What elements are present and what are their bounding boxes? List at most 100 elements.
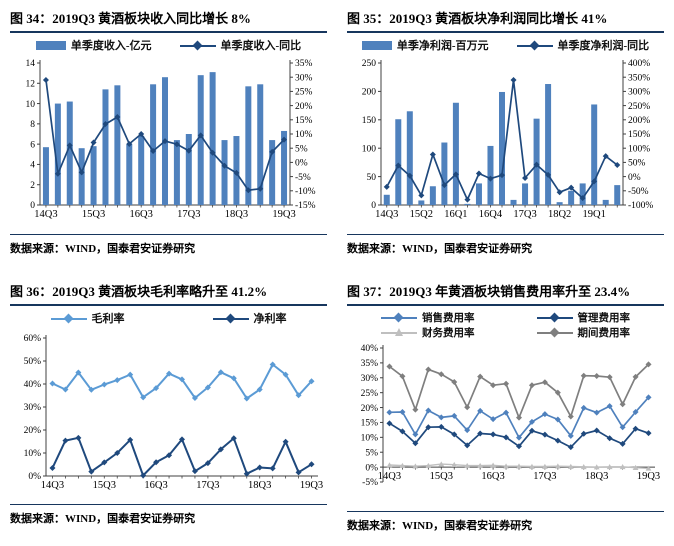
- fig37-source-rule: [347, 511, 664, 512]
- svg-text:10: 10: [26, 100, 36, 110]
- svg-text:16Q3: 16Q3: [130, 209, 153, 220]
- legend-label: 管理费用率: [577, 313, 631, 324]
- fig34-title-rule: [10, 31, 327, 33]
- line-swatch-icon: [536, 312, 573, 323]
- svg-text:30%: 30%: [361, 374, 379, 384]
- svg-text:0%: 0%: [365, 463, 378, 473]
- legend-item-fig37-3: 期间费用率: [536, 325, 630, 340]
- fig36-axes: 60% 50% 40% 30% 20% 10% 0%14Q3 15Q3 16Q3 17Q3 18Q3…: [24, 334, 324, 491]
- svg-text:16Q3: 16Q3: [481, 471, 504, 482]
- svg-text:100: 100: [362, 144, 377, 154]
- svg-text:12: 12: [26, 79, 36, 89]
- svg-text:150: 150: [362, 116, 377, 126]
- legend-label: 单季净利润-百万元: [396, 40, 489, 52]
- diamond-marker-icon: [225, 313, 235, 323]
- line-swatch-icon: [381, 328, 417, 337]
- svg-text:19Q1: 19Q1: [583, 209, 606, 220]
- diamond-marker-icon: [549, 312, 559, 323]
- diamond-marker-icon: [549, 327, 559, 338]
- fig35-line-0: [383, 77, 621, 203]
- fig37-title: 图 37：2019Q3 年黄酒板块销售费用率升至 23.4%: [347, 284, 631, 299]
- fig36-line-0: [49, 361, 315, 402]
- legend-label: 单季度收入-亿元: [70, 40, 152, 52]
- fig36-title: 图 36：2019Q3 黄酒板块毛利率略升至 41.2%: [10, 284, 268, 299]
- fig35-chart-svg: 250 200 150 100 50 0 400% 350% 300% 250% 200% 150% 1…: [362, 59, 654, 220]
- svg-text:15Q3: 15Q3: [430, 471, 453, 482]
- fig37-legend: 销售费用率 管理费用率 财务费用率 期间费用率: [347, 309, 664, 342]
- line-swatch-icon: [516, 40, 553, 50]
- svg-text:-5%: -5%: [362, 478, 378, 488]
- svg-text:25%: 25%: [361, 389, 379, 399]
- svg-text:17Q3: 17Q3: [177, 209, 200, 220]
- fig35-legend: 单季净利润-百万元 单季度净利润-同比: [347, 36, 664, 55]
- legend-label: 净利率: [253, 313, 287, 325]
- svg-text:15%: 15%: [361, 419, 379, 429]
- svg-text:0%: 0%: [295, 159, 308, 169]
- svg-text:0%: 0%: [628, 173, 641, 183]
- svg-text:30%: 30%: [295, 73, 313, 83]
- svg-text:15Q3: 15Q3: [82, 209, 105, 220]
- legend-label: 单季度收入-同比: [220, 40, 302, 52]
- fig37-line-0: [386, 394, 652, 441]
- svg-text:14Q3: 14Q3: [378, 471, 401, 482]
- svg-text:40%: 40%: [24, 380, 42, 390]
- svg-text:-15%: -15%: [295, 201, 316, 211]
- svg-text:17Q3: 17Q3: [196, 480, 219, 491]
- svg-text:4: 4: [30, 161, 35, 171]
- legend-item-fig36-0: 毛利率: [50, 310, 125, 326]
- svg-text:2: 2: [30, 181, 35, 191]
- svg-text:19Q3: 19Q3: [300, 480, 323, 491]
- svg-text:6: 6: [30, 140, 35, 150]
- panel-fig34: 图 34：2019Q3 黄酒板块收入同比增长 8% 单季度收入-亿元 单季度收入-…: [0, 0, 337, 273]
- svg-text:19Q3: 19Q3: [272, 209, 295, 220]
- svg-text:14Q3: 14Q3: [375, 209, 398, 220]
- fig35-bars: [383, 84, 621, 205]
- fig35-source: 数据来源：WIND，国泰君安证券研究: [347, 243, 533, 255]
- legend-label: 单季度净利润-同比: [557, 40, 650, 52]
- panel-fig35: 图 35：2019Q3 黄酒板块净利润同比增长 41% 单季净利润-百万元 单季度…: [337, 0, 674, 273]
- bar-swatch-icon: [361, 40, 392, 50]
- svg-text:200%: 200%: [628, 116, 650, 126]
- panel-fig37: 图 37：2019Q3 年黄酒板块销售费用率升至 23.4% 销售费用率 管理费用…: [337, 273, 674, 546]
- svg-text:20%: 20%: [361, 404, 379, 414]
- line-swatch-icon: [50, 313, 87, 323]
- legend-item-fig37-0: 销售费用率: [381, 310, 475, 325]
- svg-text:18Q3: 18Q3: [585, 471, 608, 482]
- diamond-marker-icon: [63, 313, 73, 323]
- fig34-source: 数据来源：WIND，国泰君安证券研究: [10, 243, 196, 255]
- svg-text:15Q2: 15Q2: [410, 209, 433, 220]
- svg-text:10%: 10%: [24, 449, 42, 459]
- svg-text:18Q3: 18Q3: [225, 209, 248, 220]
- svg-text:100%: 100%: [628, 144, 650, 154]
- svg-text:350%: 350%: [628, 73, 650, 83]
- fig36-chart-svg: 60% 50% 40% 30% 20% 10% 0%14Q3 15Q3 16Q3 17Q3 18Q3…: [24, 334, 324, 491]
- fig37-line-2: [386, 461, 652, 471]
- svg-text:0: 0: [30, 201, 35, 211]
- svg-text:14Q3: 14Q3: [41, 480, 64, 491]
- svg-text:200: 200: [362, 88, 377, 98]
- triangle-marker-icon: [395, 328, 403, 336]
- svg-text:19Q3: 19Q3: [637, 471, 660, 482]
- svg-text:17Q3: 17Q3: [533, 471, 556, 482]
- fig36-source: 数据来源：WIND，国泰君安证券研究: [10, 513, 196, 525]
- svg-text:40%: 40%: [361, 344, 379, 354]
- fig36-title-rule: [10, 304, 327, 306]
- svg-text:17Q3: 17Q3: [513, 209, 536, 220]
- fig37-chart-svg: 40% 35% 30% 25% 20% 15% 10% 5% 0% -5%14Q3 15Q3 16Q3…: [361, 344, 661, 488]
- svg-text:-100%: -100%: [628, 201, 653, 211]
- fig34-axes: 14 12 10 8 6 4 2 0 35% 30% 25% 20% 15% 10% 5% 0% -5% -10%…: [26, 59, 316, 220]
- fig35-title: 图 35：2019Q3 黄酒板块净利润同比增长 41%: [347, 11, 608, 26]
- legend-item-fig36-1: 净利率: [212, 310, 287, 326]
- fig34-line-0: [42, 77, 288, 194]
- svg-text:60%: 60%: [24, 334, 42, 344]
- svg-text:16Q4: 16Q4: [479, 209, 503, 220]
- svg-text:16Q3: 16Q3: [144, 480, 167, 491]
- panel-fig36: 图 36：2019Q3 黄酒板块毛利率略升至 41.2% 毛利率 净利率 60% 5…: [0, 273, 337, 546]
- diamond-marker-icon: [393, 312, 404, 323]
- svg-text:15Q3: 15Q3: [93, 480, 116, 491]
- fig34-legend: 单季度收入-亿元 单季度收入-同比: [10, 36, 327, 55]
- svg-text:15%: 15%: [295, 116, 313, 126]
- legend-label: 毛利率: [91, 313, 125, 325]
- svg-text:-10%: -10%: [295, 187, 316, 197]
